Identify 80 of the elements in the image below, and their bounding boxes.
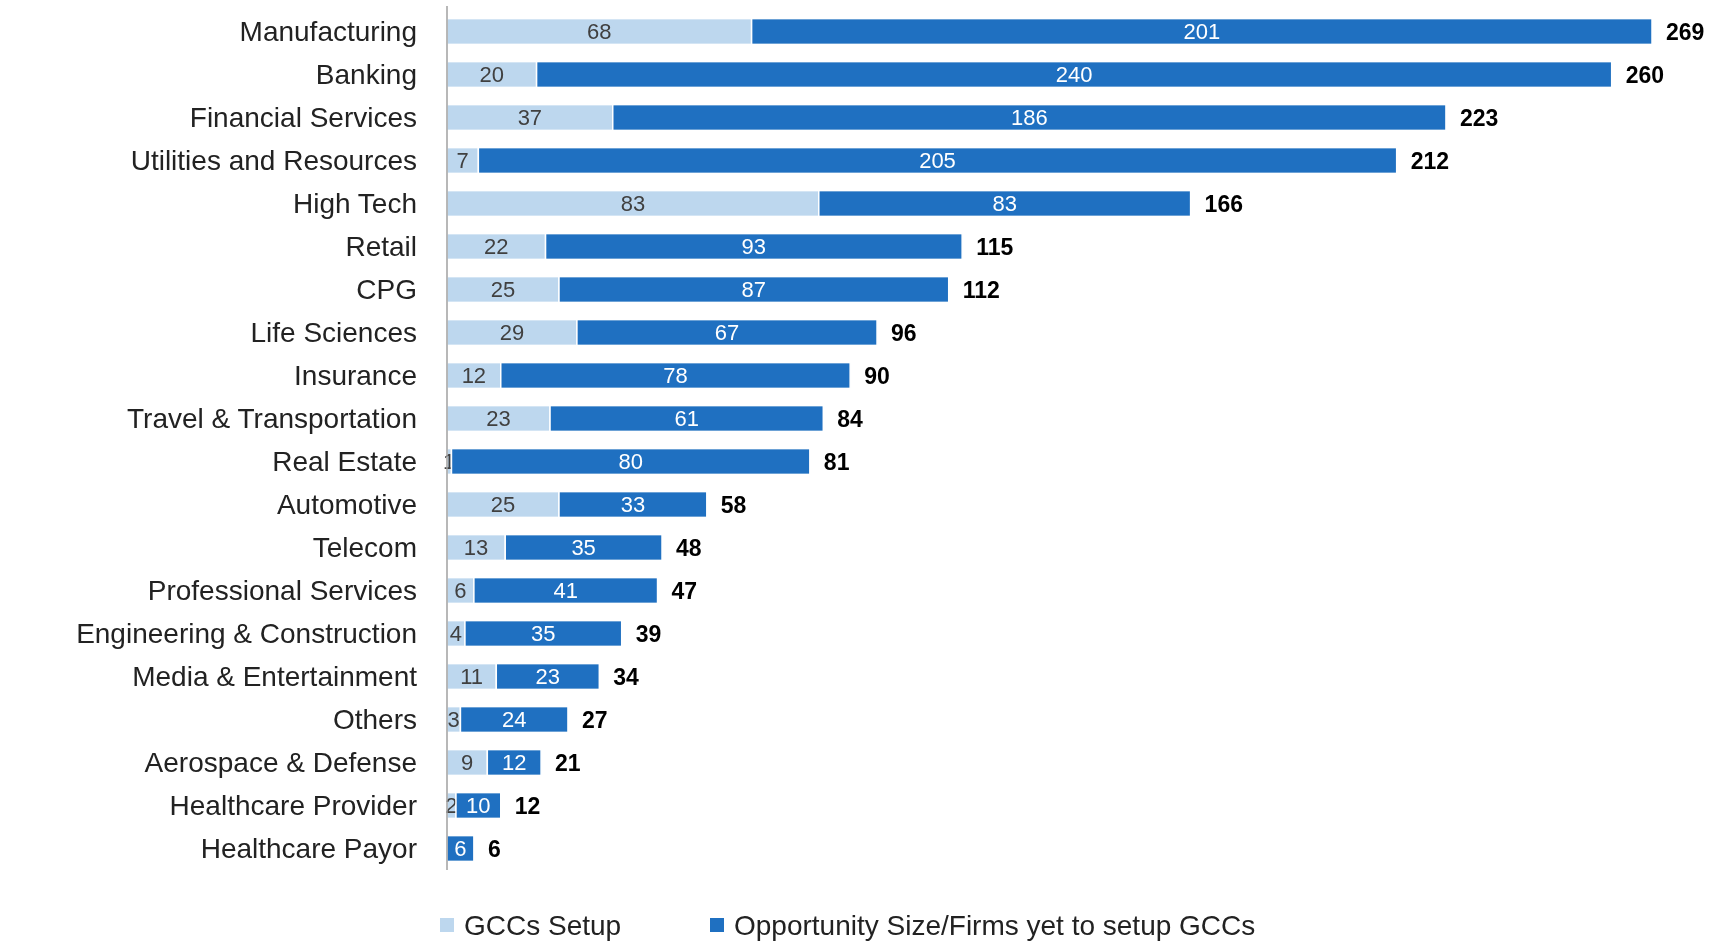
y-tick-label: Travel & Transportation <box>127 403 417 435</box>
data-label: 37 <box>517 105 543 131</box>
data-label: 83 <box>992 191 1017 217</box>
data-label: 11 <box>460 664 484 690</box>
data-label: 78 <box>663 363 688 389</box>
y-tick-label: Life Sciences <box>250 317 417 349</box>
total-label: 260 <box>1625 61 1665 88</box>
y-tick-label: Engineering & Construction <box>76 618 417 650</box>
y-tick-label: Manufacturing <box>239 16 417 48</box>
total-label: 223 <box>1459 104 1499 131</box>
data-label: 25 <box>490 492 516 518</box>
y-tick-label: Financial Services <box>189 102 417 134</box>
total-label: 58 <box>720 491 747 518</box>
total-label: 39 <box>635 620 662 647</box>
data-label: 9 <box>461 750 474 776</box>
data-label: 23 <box>486 406 511 432</box>
data-label: 20 <box>479 62 505 88</box>
data-label: 2 <box>445 793 458 819</box>
data-label: 35 <box>531 621 556 647</box>
data-label: 12 <box>501 750 527 776</box>
y-tick-label: Banking <box>315 59 417 91</box>
data-label: 25 <box>490 277 516 303</box>
data-label: 12 <box>461 363 487 389</box>
y-tick-label: Insurance <box>294 360 417 392</box>
total-label: 112 <box>962 276 1000 303</box>
data-label: 4 <box>449 621 463 647</box>
data-label: 6 <box>454 578 467 604</box>
data-label: 80 <box>618 449 643 475</box>
total-label: 115 <box>976 233 1014 260</box>
data-label: 61 <box>674 406 699 432</box>
total-label: 6 <box>487 835 501 862</box>
data-label: 93 <box>741 234 767 260</box>
total-label: 81 <box>823 448 850 475</box>
y-tick-label: CPG <box>356 274 417 306</box>
data-label: 68 <box>587 19 612 45</box>
y-tick-label: Retail <box>345 231 417 263</box>
y-tick-label: Real Estate <box>272 446 417 478</box>
y-tick-label: Telecom <box>312 532 417 564</box>
data-label: 23 <box>535 664 561 690</box>
data-label: 6 <box>454 836 467 862</box>
total-label: 21 <box>555 749 581 776</box>
y-tick-label: High Tech <box>292 188 417 220</box>
data-label: 7 <box>456 148 469 174</box>
legend-label: GCCs Setup <box>464 909 622 941</box>
data-label: 87 <box>741 277 767 303</box>
data-label: 22 <box>484 234 509 260</box>
total-label: 269 <box>1666 18 1705 45</box>
data-label: 186 <box>1010 105 1048 131</box>
total-label: 166 <box>1204 190 1243 217</box>
data-label: 13 <box>463 535 489 561</box>
y-tick-label: Aerospace & Defense <box>144 747 417 779</box>
data-label: 67 <box>714 320 740 346</box>
total-label: 34 <box>613 663 640 690</box>
total-label: 48 <box>676 534 702 561</box>
y-tick-label: Media & Entertainment <box>132 661 418 693</box>
data-label: 24 <box>501 707 527 733</box>
data-label: 10 <box>466 793 491 819</box>
data-label: 205 <box>919 148 956 174</box>
total-label: 212 <box>1410 147 1450 174</box>
legend-label: Opportunity Size/Firms yet to setup GCCs <box>734 909 1256 941</box>
total-label: 96 <box>891 319 917 346</box>
y-tick-label: Automotive <box>276 489 417 521</box>
data-label: 41 <box>553 578 578 604</box>
data-label: 33 <box>620 492 646 518</box>
total-label: 84 <box>837 405 864 432</box>
total-label: 12 <box>514 792 541 819</box>
data-label: 35 <box>571 535 596 561</box>
y-tick-label: Others <box>332 704 417 736</box>
y-tick-label: Utilities and Resources <box>130 145 417 177</box>
data-label: 240 <box>1055 62 1093 88</box>
total-label: 47 <box>671 577 698 604</box>
data-label: 29 <box>499 320 525 346</box>
data-label: 83 <box>620 191 646 217</box>
y-tick-label: Professional Services <box>147 575 417 607</box>
total-label: 90 <box>864 362 890 389</box>
total-label: 27 <box>581 706 608 733</box>
y-tick-label: Healthcare Payor <box>200 833 417 865</box>
data-label: 3 <box>447 707 460 733</box>
data-label: 201 <box>1183 19 1221 45</box>
y-tick-label: Healthcare Provider <box>169 790 417 822</box>
